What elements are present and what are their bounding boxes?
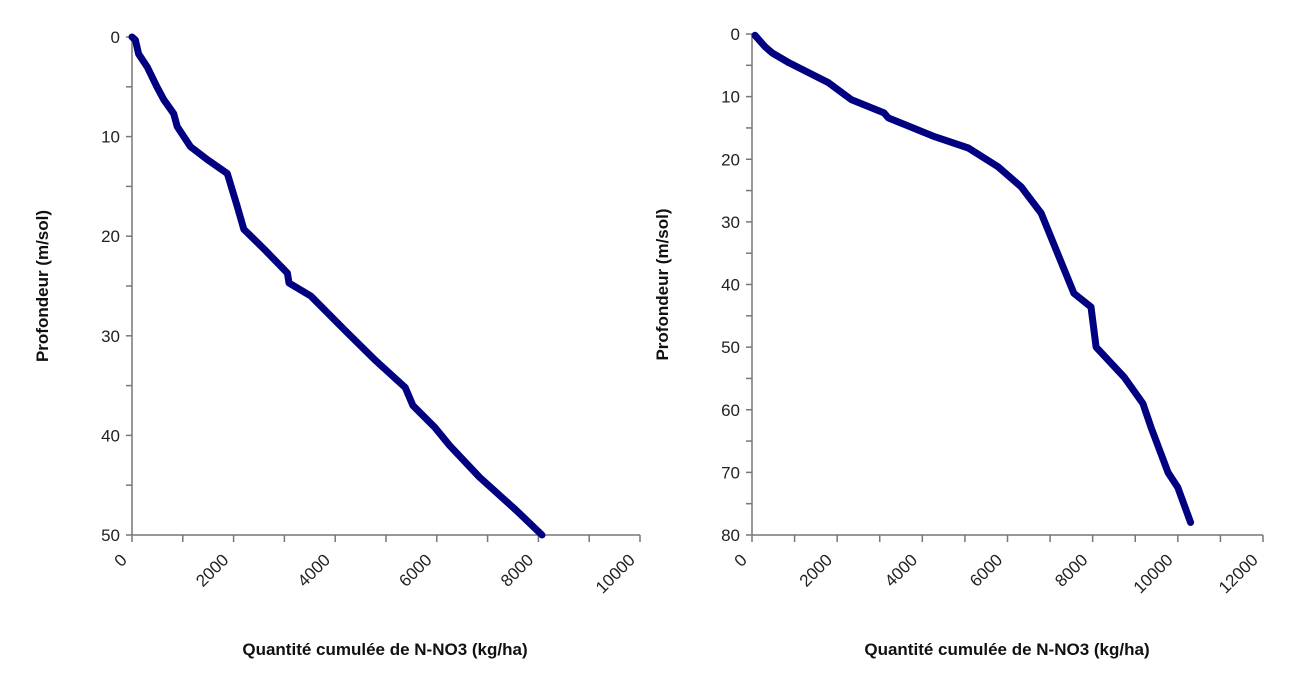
y-tick-label: 0 bbox=[731, 25, 740, 44]
y-tick-label: 10 bbox=[721, 88, 740, 107]
x-tick-label: 0 bbox=[731, 550, 751, 570]
x-tick-label: 10000 bbox=[592, 550, 639, 597]
y-tick-label: 80 bbox=[721, 526, 740, 545]
y-tick-label: 10 bbox=[101, 128, 120, 147]
y-tick-label: 70 bbox=[721, 463, 740, 482]
y-tick-label: 60 bbox=[721, 401, 740, 420]
x-tick-label: 8000 bbox=[1051, 550, 1091, 590]
y-tick-label: 30 bbox=[721, 213, 740, 232]
x-tick-label: 2000 bbox=[192, 550, 232, 590]
y-tick-label: 50 bbox=[101, 526, 120, 545]
y-tick-label: 0 bbox=[111, 28, 120, 47]
y-tick-label: 20 bbox=[721, 150, 740, 169]
y-tick-label: 50 bbox=[721, 338, 740, 357]
x-tick-label: 8000 bbox=[497, 550, 537, 590]
chart-2: 0 10 20 30 40 50 60 70 80 0 2000 4000 6000 8000 10000 1… bbox=[653, 25, 1264, 659]
series-line bbox=[751, 31, 1195, 526]
y-tick-label: 40 bbox=[721, 276, 740, 295]
y-axis-title: Profondeur (m/sol) bbox=[33, 210, 52, 362]
x-tick-label: 12000 bbox=[1215, 550, 1262, 597]
x-tick-label: 4000 bbox=[294, 550, 334, 590]
x-tick-label: 2000 bbox=[796, 550, 836, 590]
series-line bbox=[128, 33, 546, 539]
y-tick-label: 40 bbox=[101, 426, 120, 445]
chart-1: 0 10 20 30 40 50 0 2000 4000 6000 8000 10000 Quantit… bbox=[33, 28, 641, 659]
x-axis-title: Quantité cumulée de N-NO3 (kg/ha) bbox=[864, 640, 1149, 659]
x-tick-label: 6000 bbox=[395, 550, 435, 590]
y-axis-title: Profondeur (m/sol) bbox=[653, 208, 672, 360]
y-tick-label: 20 bbox=[101, 227, 120, 246]
x-tick-label: 0 bbox=[111, 550, 131, 570]
x-tick-label: 4000 bbox=[881, 550, 921, 590]
x-axis-title: Quantité cumulée de N-NO3 (kg/ha) bbox=[242, 640, 527, 659]
x-tick-label: 10000 bbox=[1130, 550, 1177, 597]
x-tick-label: 6000 bbox=[966, 550, 1006, 590]
y-tick-label: 30 bbox=[101, 327, 120, 346]
